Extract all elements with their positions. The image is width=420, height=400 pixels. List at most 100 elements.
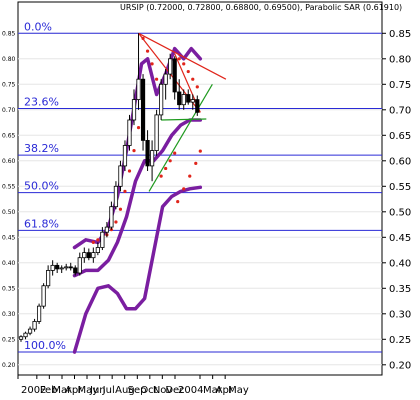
trendline <box>148 83 213 192</box>
candle-body <box>95 247 100 253</box>
y-axis-left: 0.85 0.80 0.75 0.70 0.65 0.60 0.55 0.50 0.45 0.40… <box>2 30 16 369</box>
y-left-tick-label: 0.65 <box>2 132 16 139</box>
fib-label: 23.6% <box>24 96 59 109</box>
y-tick-label: 0.25 <box>389 335 411 346</box>
sar-dot <box>177 57 181 61</box>
y-tick-label: 0.65 <box>389 131 411 142</box>
candle-body <box>27 328 33 334</box>
sar-dot <box>150 62 154 66</box>
y-left-tick-label: 0.55 <box>2 183 16 190</box>
candle-body <box>109 206 114 228</box>
candle-body <box>41 285 46 307</box>
y-left-tick-label: 0.30 <box>2 311 16 318</box>
x-tick-label: Oct <box>140 385 157 396</box>
candle-body <box>113 185 119 208</box>
sar-dot <box>114 220 118 224</box>
y-tick-label: 0.60 <box>389 156 411 167</box>
x-tick-label: Jun <box>89 385 106 396</box>
candle-body <box>86 252 91 259</box>
candle-body <box>140 78 146 141</box>
candle-body <box>168 58 173 75</box>
candle-body <box>159 83 164 116</box>
candle-body <box>91 252 96 259</box>
y-left-tick-label: 0.85 <box>2 30 16 37</box>
candle-body <box>190 99 195 103</box>
fibonacci-levels: 0.0% 23.6% 38.2% 50.0% 61.8% 100.0% <box>18 20 382 353</box>
candle-body <box>195 99 200 113</box>
sar-dot <box>145 49 150 53</box>
sar-dot <box>194 161 198 165</box>
x-tick-label: Dec <box>165 385 184 396</box>
y-tick-label: 0.50 <box>389 207 411 218</box>
candle-body <box>181 94 186 106</box>
fib-label: 50.0% <box>24 180 59 193</box>
y-tick-label: 0.80 <box>389 54 411 65</box>
sar-dot <box>168 159 172 163</box>
x-tick-label: Mar <box>52 385 72 396</box>
sar-dot <box>155 77 159 81</box>
sar-dot <box>159 174 163 178</box>
x-tick-label: Mar <box>203 385 223 396</box>
y-tick-label: 0.45 <box>389 233 411 244</box>
sar-dot <box>188 174 192 178</box>
y-left-tick-label: 0.75 <box>2 81 16 88</box>
x-tick-label: Apr <box>65 385 83 396</box>
y-tick-label: 0.70 <box>389 105 411 116</box>
candle-body <box>163 73 168 85</box>
chart-title: URSIP (0.72000, 0.72800, 0.68800, 0.6950… <box>120 3 402 12</box>
y-left-tick-label: 0.60 <box>2 158 16 165</box>
candle-body <box>68 266 73 269</box>
candle-body <box>131 99 137 121</box>
y-tick-label: 0.20 <box>389 360 411 371</box>
candle-body <box>77 257 82 274</box>
candle-body <box>46 270 51 287</box>
candle-body <box>118 165 123 187</box>
sar-dot <box>182 62 186 66</box>
candle-body <box>23 332 28 338</box>
x-tick-label: May <box>77 385 98 396</box>
candle-body <box>100 231 105 248</box>
candle-body <box>50 264 55 271</box>
candle-body <box>55 264 60 270</box>
x-tick-label: Jul <box>102 385 115 396</box>
y-tick-label: 0.40 <box>389 258 411 269</box>
band-lower-line <box>72 185 203 354</box>
y-tick-label: 0.85 <box>389 29 411 40</box>
candle-body <box>32 321 37 330</box>
sar-dot <box>173 151 177 155</box>
sar-dot <box>96 238 100 242</box>
sar-dot <box>191 77 195 81</box>
sar-dot <box>198 149 202 153</box>
candle-body <box>64 266 69 269</box>
y-left-tick-label: 0.45 <box>2 234 16 241</box>
candle-body <box>145 139 150 167</box>
y-left-tick-label: 0.25 <box>2 336 16 343</box>
y-left-tick-label: 0.50 <box>2 209 16 216</box>
y-left-tick-label: 0.40 <box>2 260 16 267</box>
x-tick-label: Feb <box>40 385 58 396</box>
candle-body <box>127 119 132 146</box>
x-tick-label: Nov <box>153 385 173 396</box>
candle-body <box>177 91 182 106</box>
x-tick-label: Apr <box>216 385 234 396</box>
sar-dot <box>136 126 141 130</box>
fib-label: 0.0% <box>24 20 52 33</box>
fib-label: 38.2% <box>24 142 59 155</box>
candle-body <box>59 267 64 270</box>
trendline <box>138 32 227 80</box>
sar-dot <box>195 85 199 89</box>
y-left-tick-label: 0.70 <box>2 107 16 114</box>
sar-dot <box>91 240 95 244</box>
sar-dot <box>182 187 186 191</box>
candle-body <box>136 78 141 100</box>
candles <box>18 33 200 342</box>
y-left-tick-label: 0.20 <box>2 362 16 369</box>
y-tick-label: 0.75 <box>389 80 411 91</box>
y-tick-label: 0.35 <box>389 284 411 295</box>
candle-body <box>172 58 177 93</box>
candle-body <box>149 150 155 167</box>
sar-dot <box>176 200 180 204</box>
trendline <box>161 118 207 121</box>
x-tick-label: Sep <box>128 385 147 396</box>
